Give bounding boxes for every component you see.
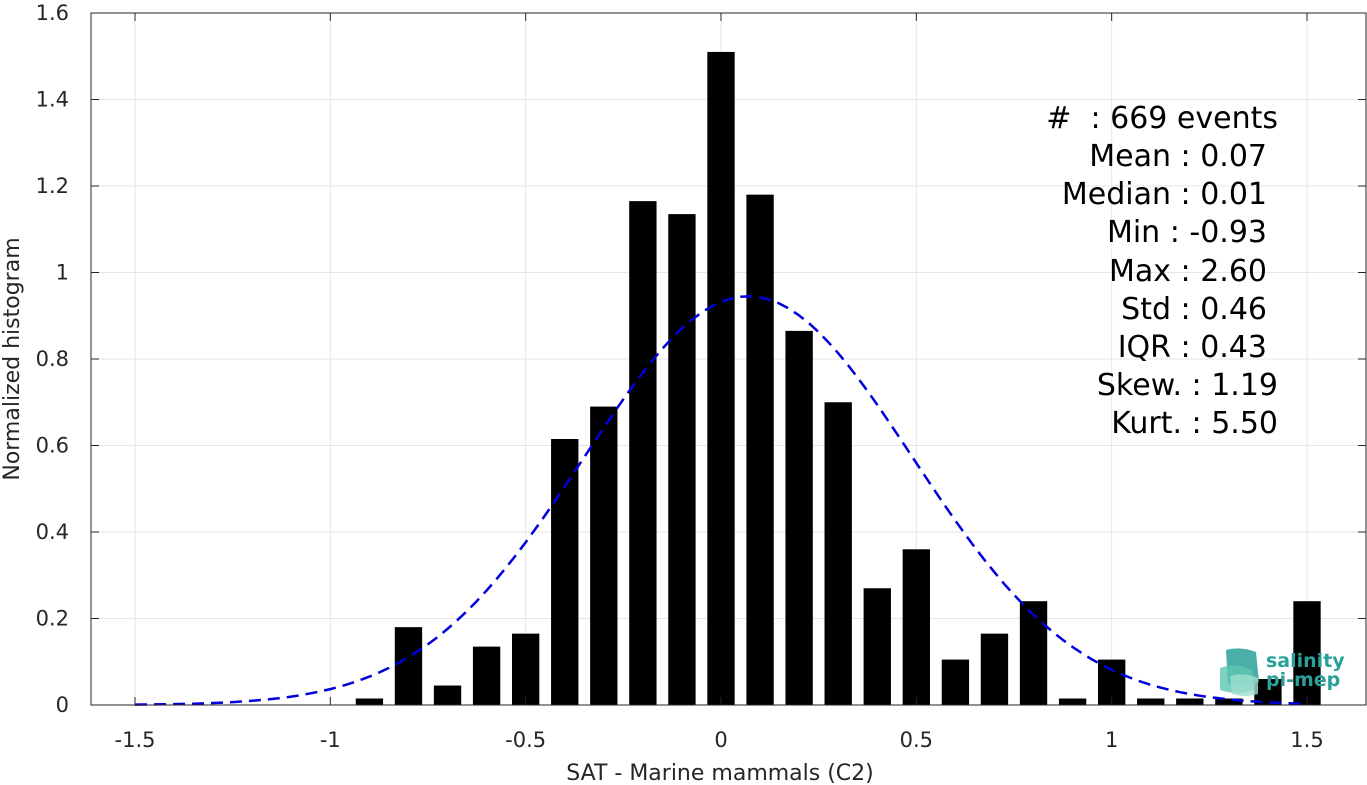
histogram-bars [355, 51, 1321, 706]
y-axis-label: Normalized histogram [0, 237, 25, 480]
y-tick-label: 0.4 [36, 520, 69, 544]
y-tick-label: 1.6 [36, 1, 69, 25]
histogram-bar [629, 201, 657, 705]
histogram-bar [472, 646, 501, 705]
stat-median: Median : 0.01 [1062, 177, 1267, 212]
x-tick-label: 1 [1105, 728, 1118, 752]
y-tick-label: 1.4 [36, 88, 69, 112]
x-tick-label: 1.5 [1290, 728, 1323, 752]
histogram-bar [1293, 601, 1321, 705]
stat-kurt: Kurt. : 5.50 [1111, 406, 1278, 441]
y-tick-label: 1.2 [36, 174, 69, 198]
histogram-bar [355, 698, 384, 705]
histogram-bar [433, 685, 462, 705]
y-tick-label: 0.6 [36, 434, 69, 458]
x-tick-label: 0 [714, 728, 727, 752]
histogram-bar [785, 330, 813, 705]
histogram-bar [863, 588, 891, 705]
stat-skew: Skew. : 1.19 [1097, 368, 1278, 403]
logo-text-salinity: salinity [1266, 650, 1345, 672]
x-tick-label: -1.5 [115, 728, 156, 752]
x-axis-label: SAT - Marine mammals (C2) [566, 761, 874, 785]
histogram-bar [980, 633, 1009, 705]
gaussian-fit-curve [134, 295, 1308, 706]
y-tick-label: 0.8 [36, 347, 69, 371]
histogram-bar [707, 51, 735, 706]
histogram-bar [1137, 698, 1165, 705]
stat-min: Min : -0.93 [1107, 215, 1267, 250]
stat-iqr: IQR : 0.43 [1118, 330, 1267, 365]
wave-logo-icon [1220, 648, 1259, 696]
x-tick-label: -1 [320, 728, 341, 752]
y-tick-label: 0.2 [36, 607, 69, 631]
x-tick-label: -0.5 [505, 728, 546, 752]
histogram-bar [746, 194, 774, 705]
histogram-bar [511, 633, 540, 705]
histogram-bar [551, 439, 579, 705]
histogram-bar [941, 659, 970, 705]
histogram-bar [394, 627, 423, 705]
histogram-bar [1019, 601, 1048, 705]
y-tick-label: 0 [56, 693, 69, 717]
stat-max: Max : 2.60 [1109, 254, 1267, 289]
y-axis-ticks: 0 0.2 0.4 0.6 0.8 1 1.2 1.4 1.6 [36, 1, 1366, 717]
x-tick-label: 0.5 [900, 728, 933, 752]
y-tick-label: 1 [56, 261, 69, 285]
logo-text-pimep: pi-mep [1266, 669, 1340, 691]
x-axis-ticks: -1.5 -1 -0.5 0 0.5 1 1.5 [115, 13, 1324, 752]
stat-mean: Mean : 0.07 [1089, 139, 1267, 174]
histogram-bar [590, 406, 618, 705]
histogram-bar [1058, 698, 1087, 705]
stat-std: Std : 0.46 [1121, 292, 1267, 327]
histogram-bar [902, 549, 931, 705]
stat-events: # : 669 events [1046, 101, 1278, 136]
histogram-bar [1215, 698, 1243, 705]
stats-box: # : 669 events Mean : 0.07 Median : 0.01… [1046, 101, 1278, 441]
histogram-bar [1176, 698, 1204, 705]
salinity-pimep-logo: salinity pi-mep [1220, 648, 1345, 696]
histogram-bar [668, 214, 696, 706]
histogram-bar [824, 402, 852, 705]
